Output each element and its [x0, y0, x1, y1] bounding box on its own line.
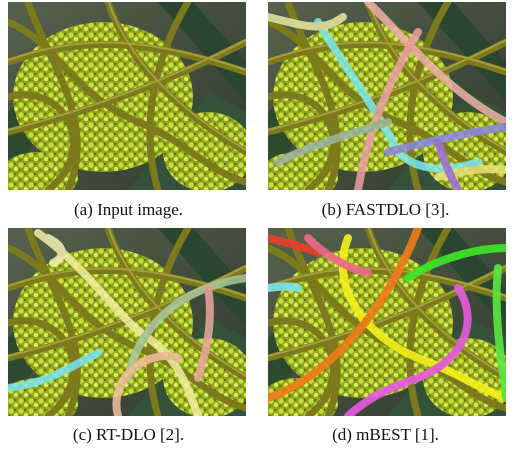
caption: (a) Input image. [0, 200, 257, 220]
caption: (d) mBEST [1]. [257, 425, 514, 445]
panel-image-a [8, 2, 246, 190]
panel-image-d [268, 228, 506, 416]
panel-image-b [268, 2, 506, 190]
panel-image-c [8, 228, 246, 416]
caption: (c) RT-DLO [2]. [0, 425, 257, 445]
figure-page: (a) Input image. (b) FASTDLO [3]. (c) RT… [0, 0, 514, 452]
caption: (b) FASTDLO [3]. [257, 200, 514, 220]
